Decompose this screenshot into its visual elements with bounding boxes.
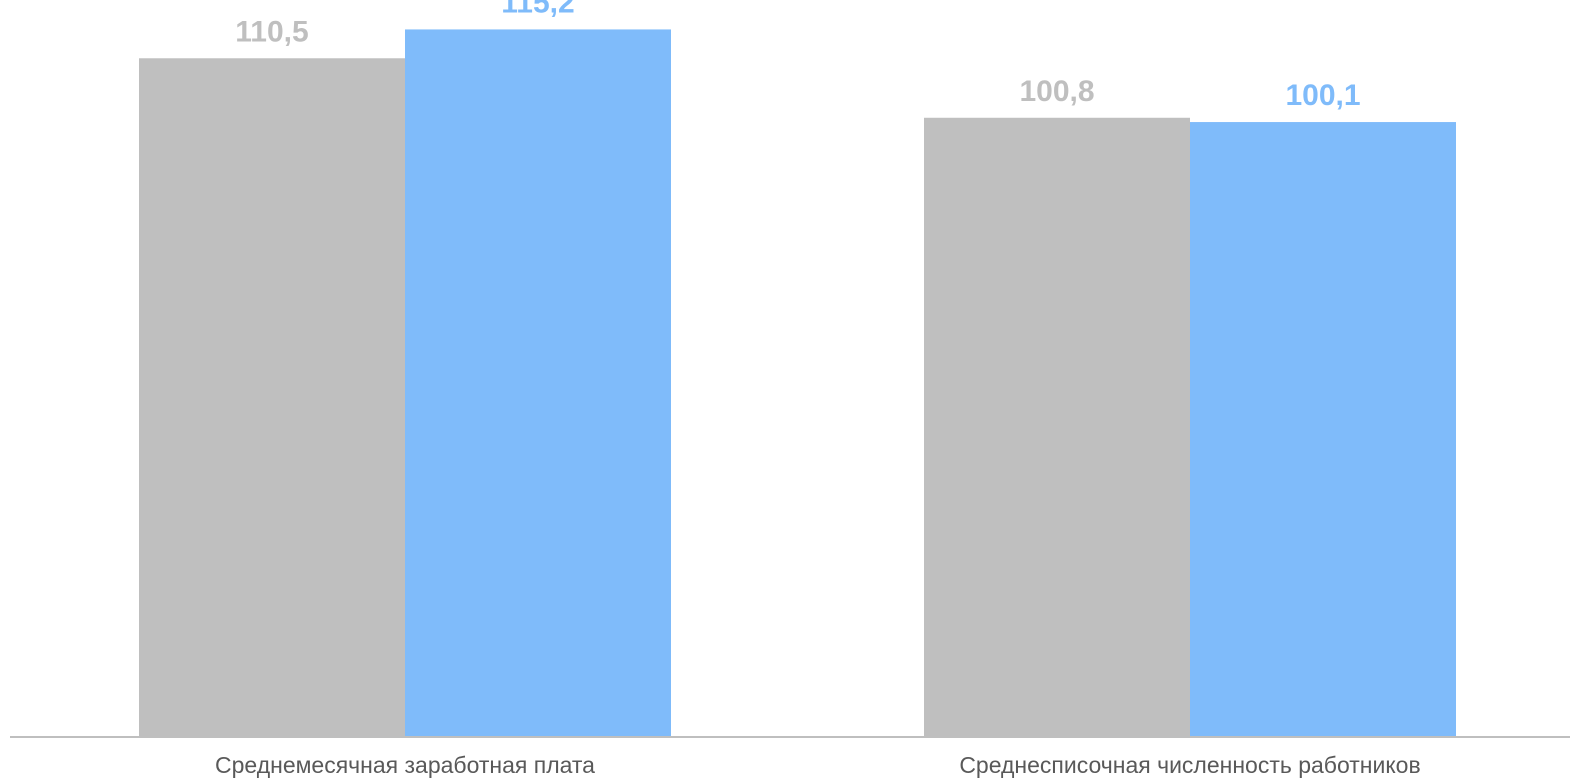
bar (139, 58, 405, 737)
bar (1190, 122, 1456, 736)
data-label: 115,2 (501, 0, 574, 19)
category-label: Среднесписочная численность работников (959, 752, 1420, 778)
data-label: 100,1 (1285, 79, 1360, 112)
category-label: Среднемесячная заработная плата (215, 752, 595, 778)
category-labels-layer: Среднемесячная заработная плата Среднесп… (215, 752, 1421, 778)
bars-layer (139, 29, 1456, 737)
bar (405, 29, 671, 736)
data-label: 110,5 (235, 15, 308, 48)
value-labels-layer: 110,5 115,2 100,8 100,1 (235, 0, 1360, 112)
bar (924, 117, 1190, 736)
data-label: 100,8 (1019, 75, 1094, 108)
